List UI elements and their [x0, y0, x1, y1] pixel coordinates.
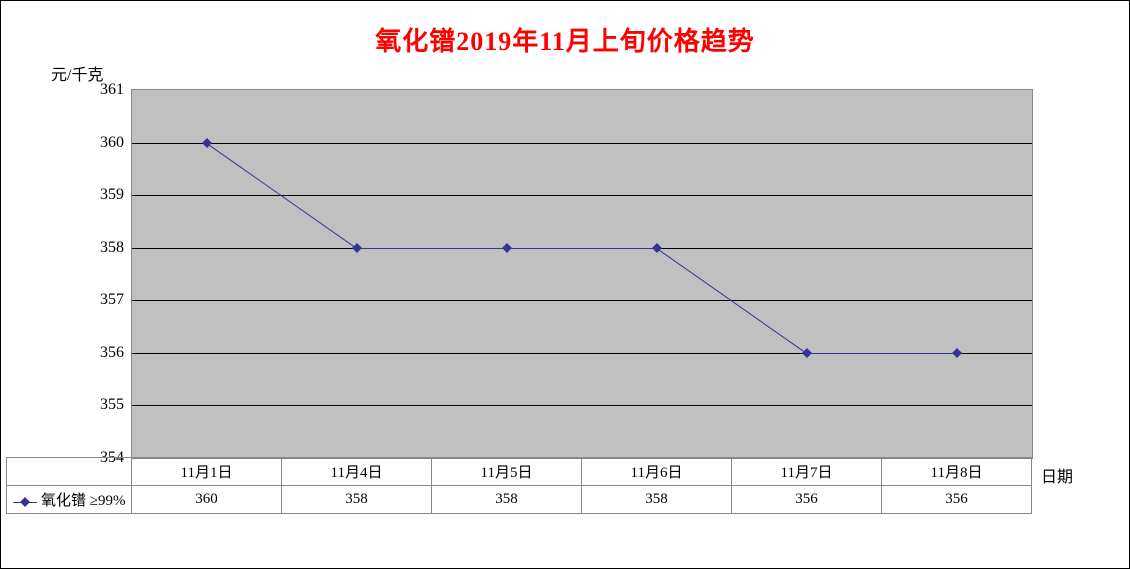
y-tick-label: 360	[100, 134, 124, 152]
category-cell: 11月7日	[732, 458, 882, 486]
y-tick-label: 361	[100, 81, 124, 99]
line-segment	[807, 353, 957, 354]
table-blank-cell	[7, 458, 132, 486]
legend-label: 氧化镨 ≥99%	[41, 493, 125, 509]
data-marker	[502, 243, 512, 253]
category-cell: 11月4日	[282, 458, 432, 486]
value-cell: 356	[732, 486, 882, 514]
legend-marker-icon	[13, 498, 37, 506]
data-marker	[802, 348, 812, 358]
category-cell: 11月6日	[582, 458, 732, 486]
data-marker	[952, 348, 962, 358]
y-axis-label: 元/千克	[51, 61, 103, 85]
value-cell: 358	[432, 486, 582, 514]
table-row: 11月1日11月4日11月5日11月6日11月7日11月8日	[7, 458, 1032, 486]
chart-title: 氧化镨2019年11月上旬价格趋势	[1, 21, 1129, 58]
legend-cell: 氧化镨 ≥99%	[7, 486, 132, 514]
plot-area: 354355356357358359360361	[131, 89, 1033, 459]
y-tick-label: 358	[100, 239, 124, 257]
category-cell: 11月1日	[132, 458, 282, 486]
x-axis-label: 日期	[1041, 463, 1073, 487]
value-cell: 356	[882, 486, 1032, 514]
table-row: 氧化镨 ≥99%360358358358356356	[7, 486, 1032, 514]
y-tick-label: 357	[100, 291, 124, 309]
gridline	[132, 405, 1032, 406]
value-cell: 358	[582, 486, 732, 514]
category-cell: 11月5日	[432, 458, 582, 486]
category-cell: 11月8日	[882, 458, 1032, 486]
value-cell: 360	[132, 486, 282, 514]
gridline	[132, 143, 1032, 144]
value-cell: 358	[282, 486, 432, 514]
data-marker	[352, 243, 362, 253]
line-segment	[507, 248, 657, 249]
gridline	[132, 300, 1032, 301]
data-table: 11月1日11月4日11月5日11月6日11月7日11月8日氧化镨 ≥99% 36…	[6, 457, 1032, 514]
y-tick-label: 359	[100, 186, 124, 204]
y-tick-label: 355	[100, 396, 124, 414]
gridline	[132, 195, 1032, 196]
line-segment	[357, 248, 507, 249]
y-tick-label: 356	[100, 344, 124, 362]
chart-container: 氧化镨2019年11月上旬价格趋势 元/千克 日期 35435535635735…	[0, 0, 1130, 569]
